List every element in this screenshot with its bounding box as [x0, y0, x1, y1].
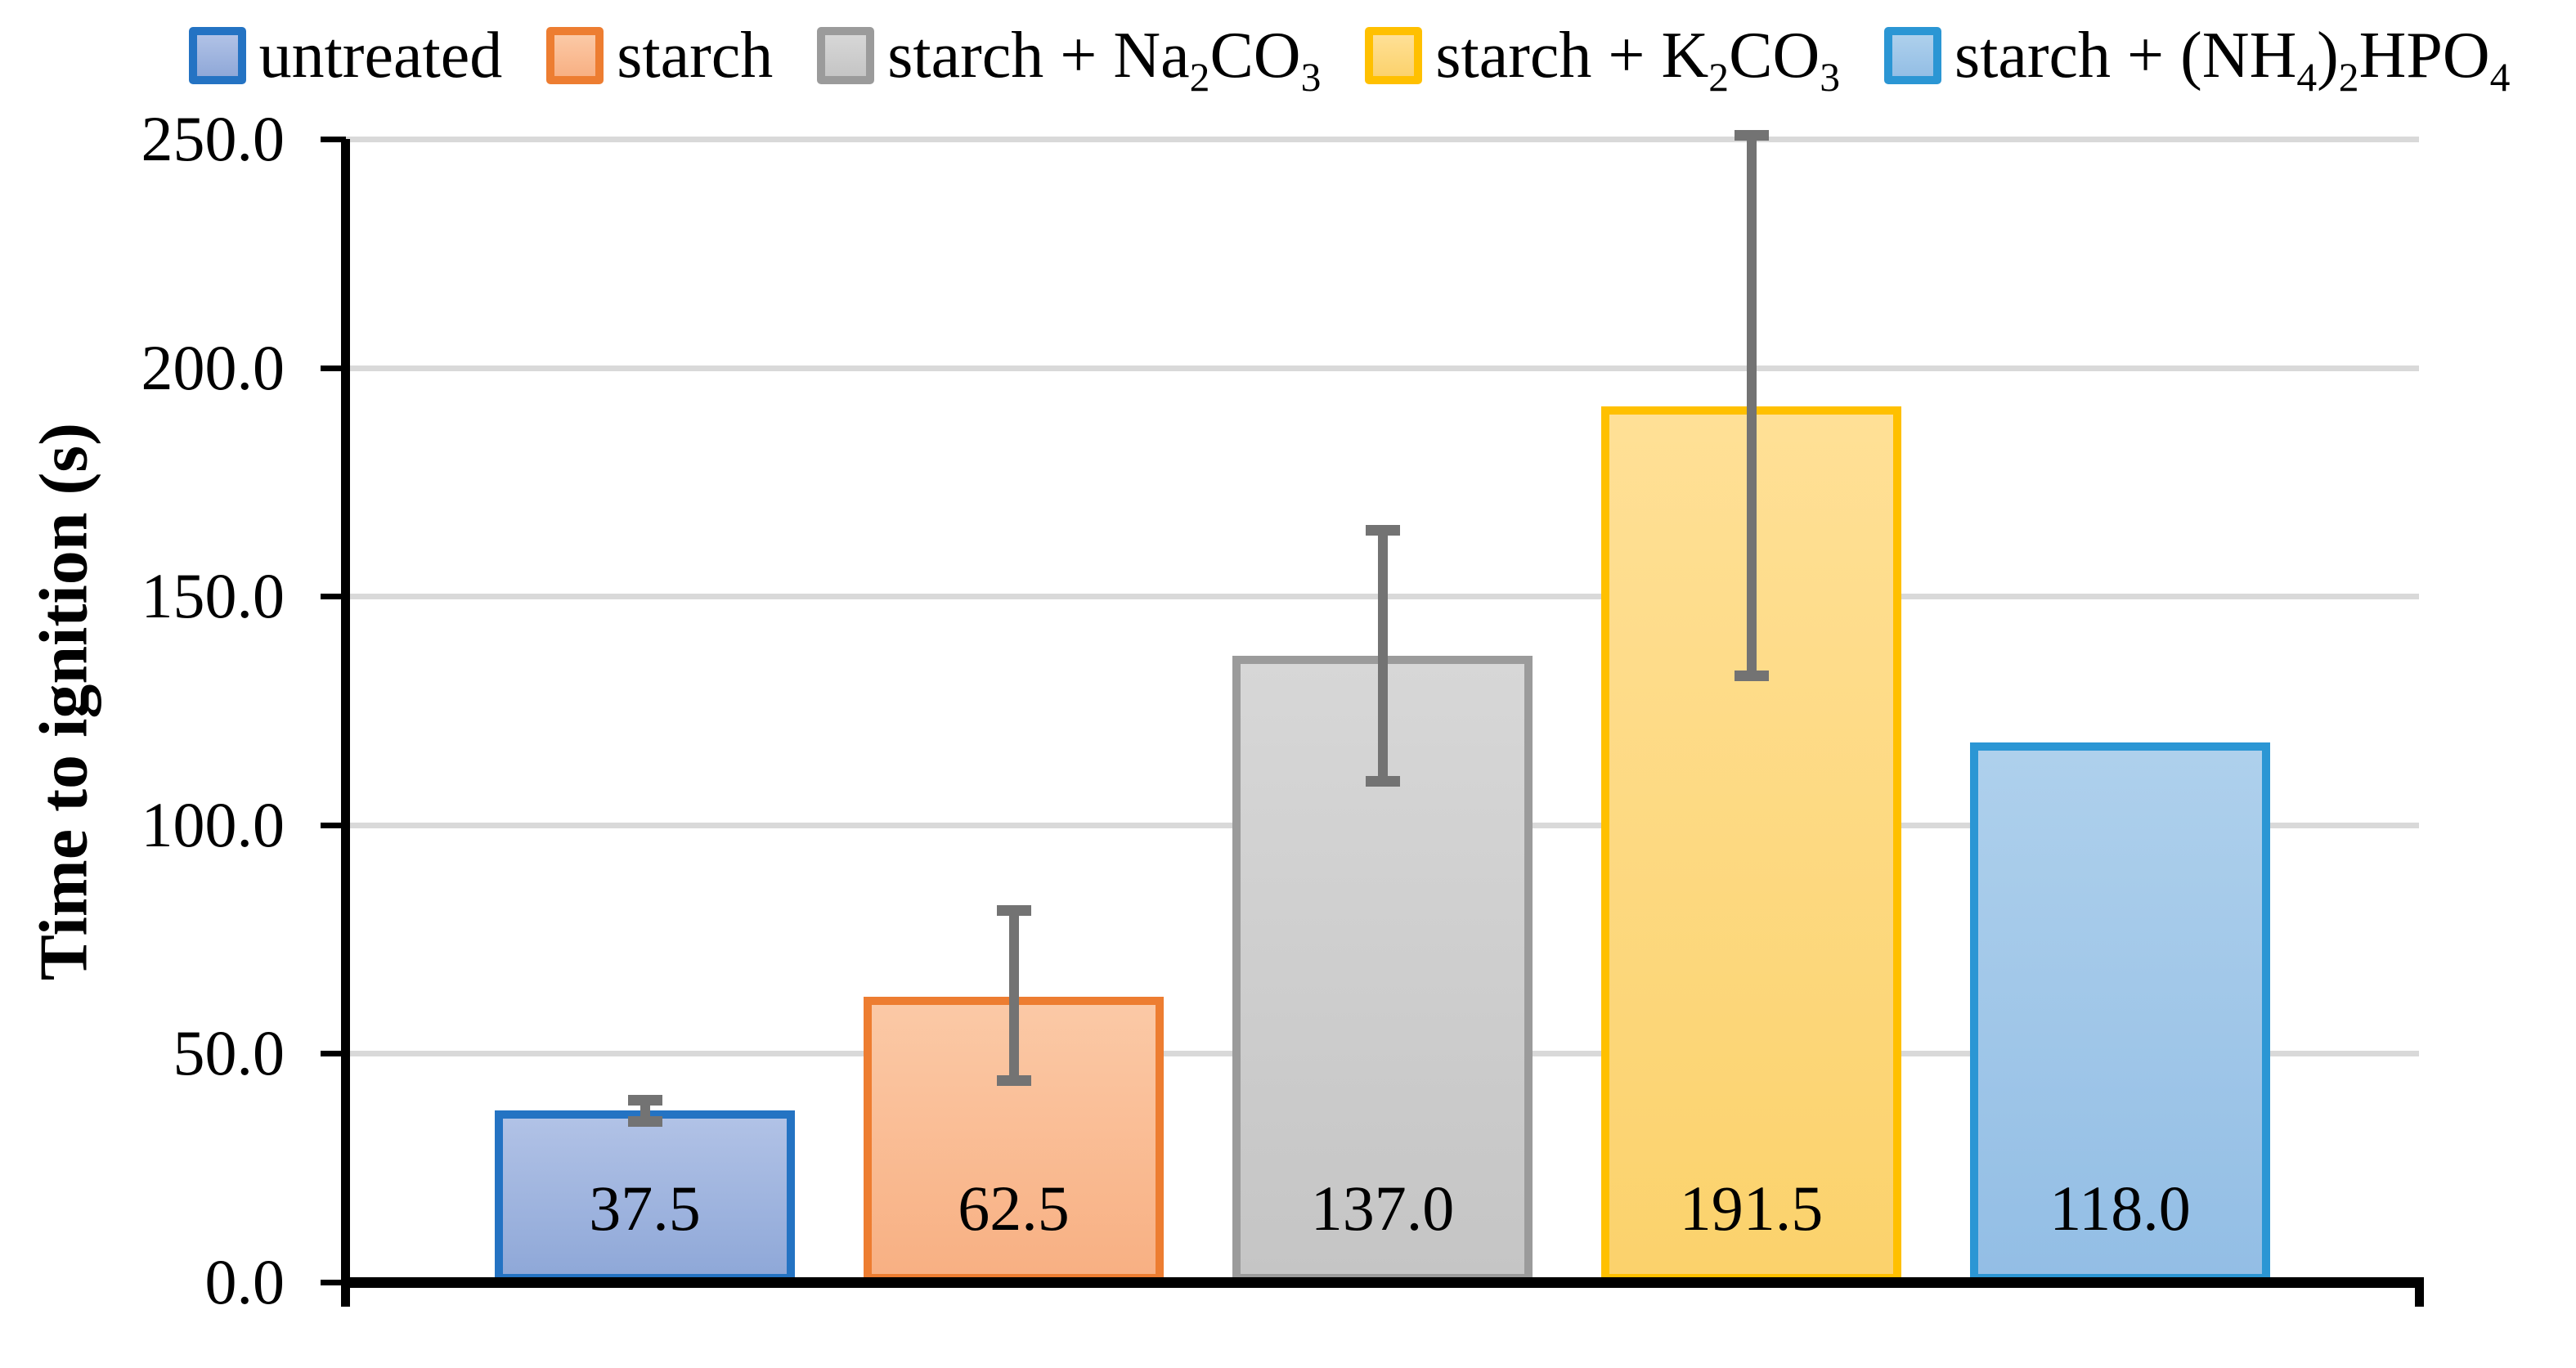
- label-text: untreated: [258, 20, 503, 92]
- error-bar-cap-bottom: [627, 1116, 662, 1128]
- y-axis-tick-label: 100.0: [141, 788, 285, 860]
- legend-label: starch + (NH4)2HPO4: [1954, 23, 2510, 97]
- error-bar-line: [1746, 137, 1757, 675]
- legend-label: starch + Na2CO3: [887, 23, 1321, 97]
- y-axis-tick-label: 50.0: [173, 1017, 285, 1089]
- label-text: starch: [617, 20, 774, 92]
- bar-value-label: 118.0: [2049, 1173, 2191, 1244]
- error-bar-line: [1008, 913, 1019, 1079]
- legend-item: starch: [546, 23, 773, 88]
- bar-value-label: 37.5: [589, 1173, 701, 1244]
- y-axis-tick-label: 0.0: [204, 1246, 285, 1317]
- y-axis-tick-100: [321, 822, 346, 828]
- error-bar-cap-top: [1734, 130, 1769, 141]
- error-bar-cap-bottom: [1734, 671, 1769, 682]
- legend-label: untreated: [259, 23, 503, 88]
- x-axis-line: [341, 1277, 2424, 1288]
- bar-starch-nh4-2hpo4: [1970, 742, 2270, 1282]
- subscript: 3: [1820, 55, 1841, 100]
- label-text: starch + K: [1435, 20, 1709, 92]
- subscript: 2: [1189, 55, 1210, 100]
- error-bar-cap-bottom: [996, 1075, 1031, 1087]
- y-axis-title: Time to ignition (s): [25, 422, 102, 981]
- legend: untreated starch starch + Na2CO3 starch + K…: [123, 15, 2576, 97]
- error-bar-line: [1377, 532, 1388, 779]
- subscript: 4: [2489, 55, 2511, 100]
- y-axis-line: [341, 139, 350, 1307]
- y-axis-tick-label: 150.0: [141, 560, 285, 632]
- subscript: 4: [2296, 55, 2318, 100]
- y-axis-tick-label: 250.0: [141, 103, 285, 174]
- legend-swatch-icon: [817, 27, 875, 84]
- legend-label: starch: [617, 23, 773, 88]
- label-text: ): [2317, 20, 2339, 92]
- y-axis-tick-0: [321, 1280, 346, 1285]
- error-bar-cap-top: [1365, 524, 1400, 536]
- legend-swatch-icon: [1884, 27, 1942, 84]
- bar-value-label: 62.5: [958, 1173, 1070, 1244]
- legend-item: starch + (NH4)2HPO4: [1884, 23, 2510, 97]
- error-bar-line: [640, 1102, 650, 1120]
- y-axis-tick-150: [321, 594, 346, 600]
- y-axis-tick-200: [321, 365, 346, 371]
- label-text: starch + (NH: [1954, 20, 2297, 92]
- bar-value-label: 137.0: [1310, 1173, 1455, 1244]
- error-bar-cap-bottom: [1365, 775, 1400, 787]
- error-bar-cap-top: [627, 1095, 662, 1106]
- y-axis-tick-50: [321, 1051, 346, 1057]
- gridline-250: [346, 137, 2419, 142]
- y-axis-tick-250: [321, 137, 346, 142]
- legend-swatch-icon: [546, 27, 604, 84]
- legend-item: starch + Na2CO3: [817, 23, 1321, 97]
- x-axis-end-tick: [2415, 1282, 2424, 1307]
- legend-swatch-icon: [1365, 27, 1423, 84]
- legend-swatch-icon: [188, 27, 246, 84]
- bar-value-label: 191.5: [1679, 1173, 1824, 1244]
- error-bar-cap-top: [996, 905, 1031, 917]
- label-text: starch + Na: [887, 20, 1190, 92]
- label-text: CO: [1729, 20, 1820, 92]
- subscript: 3: [1300, 55, 1322, 100]
- subscript: 2: [1708, 55, 1730, 100]
- y-axis-tick-label: 200.0: [141, 331, 285, 403]
- label-text: HPO: [2358, 20, 2490, 92]
- legend-item: untreated: [188, 23, 503, 88]
- gridline-200: [346, 365, 2419, 371]
- label-text: CO: [1209, 20, 1301, 92]
- legend-label: starch + K2CO3: [1435, 23, 1840, 97]
- subscript: 2: [2338, 55, 2359, 100]
- legend-item: starch + K2CO3: [1365, 23, 1840, 97]
